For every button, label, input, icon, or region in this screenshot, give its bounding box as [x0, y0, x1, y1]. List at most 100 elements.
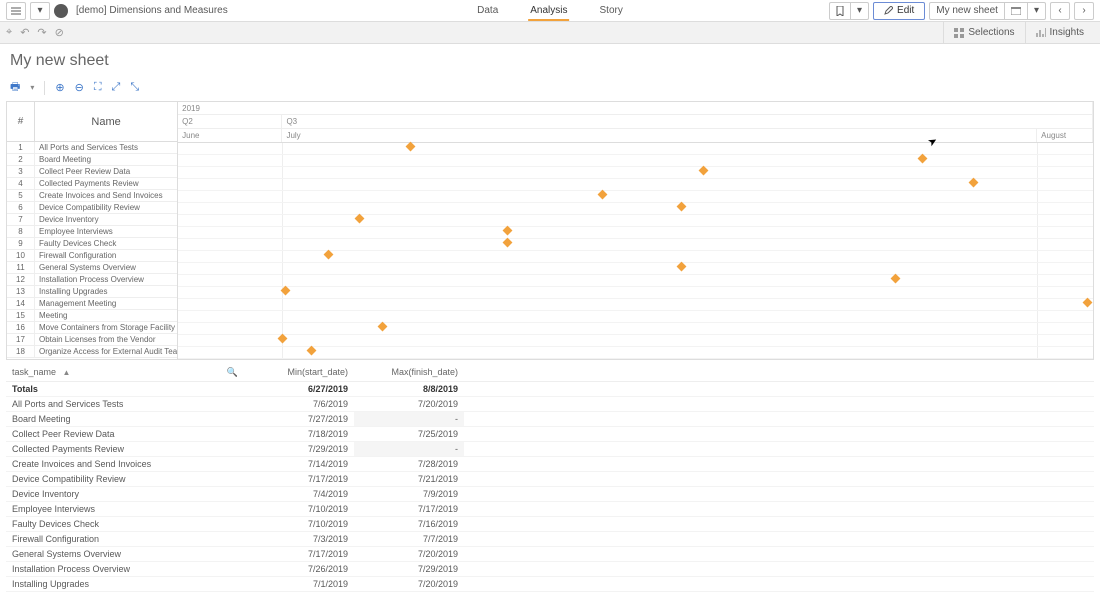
- next-sheet-button[interactable]: ›: [1074, 2, 1094, 20]
- gantt-marker[interactable]: [378, 322, 388, 332]
- gantt-body-row[interactable]: [178, 203, 1093, 215]
- zoom-out-icon[interactable]: ⊖: [75, 81, 84, 94]
- nav-data[interactable]: Data: [475, 1, 500, 21]
- gantt-row[interactable]: 7Device Inventory: [7, 214, 177, 226]
- prev-sheet-button[interactable]: ‹: [1050, 2, 1070, 20]
- table-row[interactable]: Firewall Configuration7/3/20197/7/2019: [6, 531, 1094, 546]
- gantt-row[interactable]: 8Employee Interviews: [7, 226, 177, 238]
- gantt-body-row[interactable]: [178, 251, 1093, 263]
- gantt-body-row[interactable]: [178, 263, 1093, 275]
- gantt-body-row[interactable]: [178, 167, 1093, 179]
- gantt-row[interactable]: 2Board Meeting: [7, 154, 177, 166]
- gantt-marker[interactable]: [1082, 298, 1092, 308]
- table-row[interactable]: Board Meeting7/27/2019-: [6, 411, 1094, 426]
- col-min-header[interactable]: Min(start_date): [244, 364, 354, 382]
- gantt-body-row[interactable]: [178, 299, 1093, 311]
- table-row[interactable]: Collected Payments Review7/29/2019-: [6, 441, 1094, 456]
- gantt-marker[interactable]: [890, 274, 900, 284]
- table-row[interactable]: Create Invoices and Send Invoices7/14/20…: [6, 456, 1094, 471]
- table-row[interactable]: General Systems Overview7/17/20197/20/20…: [6, 546, 1094, 561]
- table-row[interactable]: Device Inventory7/4/20197/9/2019: [6, 486, 1094, 501]
- gantt-body-row[interactable]: [178, 347, 1093, 359]
- nav-analysis[interactable]: Analysis: [528, 1, 569, 21]
- col-task-header[interactable]: task_name ▲ 🔍: [6, 364, 244, 382]
- expand-icon[interactable]: ⤢: [112, 81, 121, 94]
- gantt-row[interactable]: 5Create Invoices and Send Invoices: [7, 190, 177, 202]
- table-row[interactable]: Collect Peer Review Data7/18/20197/25/20…: [6, 426, 1094, 441]
- print-dropdown-icon[interactable]: ▾: [30, 83, 34, 92]
- gantt-body-row[interactable]: [178, 179, 1093, 191]
- gantt-marker[interactable]: [698, 166, 708, 176]
- gantt-row[interactable]: 14Management Meeting: [7, 298, 177, 310]
- gantt-body-row[interactable]: [178, 215, 1093, 227]
- gantt-row[interactable]: 9Faulty Devices Check: [7, 238, 177, 250]
- gantt-timeline[interactable]: 2019 Q2Q3 JuneJulyAugust ➤: [178, 102, 1093, 359]
- gantt-row-name: Employee Interviews: [35, 226, 177, 237]
- table-row[interactable]: Employee Interviews7/10/20197/17/2019: [6, 501, 1094, 516]
- gantt-body-row[interactable]: [178, 239, 1093, 251]
- gantt-row[interactable]: 6Device Compatibility Review: [7, 202, 177, 214]
- gantt-marker[interactable]: [502, 226, 512, 236]
- nav-menu-button[interactable]: [6, 2, 26, 20]
- gantt-marker[interactable]: [676, 202, 686, 212]
- table-row[interactable]: All Ports and Services Tests7/6/20197/20…: [6, 396, 1094, 411]
- table-row[interactable]: Faulty Devices Check7/10/20197/16/2019: [6, 516, 1094, 531]
- gantt-marker[interactable]: [277, 334, 287, 344]
- gantt-marker[interactable]: [598, 190, 608, 200]
- print-icon[interactable]: 🖶: [10, 78, 20, 97]
- gantt-body-row[interactable]: [178, 335, 1093, 347]
- gantt-row[interactable]: 12Installation Process Overview: [7, 274, 177, 286]
- gantt-marker[interactable]: [405, 142, 415, 152]
- table-row[interactable]: Device Compatibility Review7/17/20197/21…: [6, 471, 1094, 486]
- gantt-body-row[interactable]: [178, 275, 1093, 287]
- step-back-icon[interactable]: ↶: [20, 26, 29, 39]
- edit-button[interactable]: Edit: [873, 2, 925, 20]
- gantt-row[interactable]: 11General Systems Overview: [7, 262, 177, 274]
- clear-selections-icon[interactable]: ⊘: [55, 26, 64, 39]
- fullscreen-icon[interactable]: ⛶: [94, 81, 102, 94]
- gantt-row[interactable]: 1All Ports and Services Tests: [7, 142, 177, 154]
- gantt-body-row[interactable]: [178, 155, 1093, 167]
- table-row[interactable]: Installing Upgrades7/1/20197/20/2019: [6, 576, 1094, 591]
- gantt-body-row[interactable]: [178, 323, 1093, 335]
- gantt-marker[interactable]: [281, 286, 291, 296]
- step-forward-icon[interactable]: ↷: [37, 26, 46, 39]
- gantt-marker[interactable]: [502, 238, 512, 248]
- gantt-marker[interactable]: [969, 178, 979, 188]
- smart-search-icon[interactable]: ⌖: [6, 26, 12, 39]
- sheet-name-label[interactable]: My new sheet: [930, 3, 1004, 19]
- gantt-body-row[interactable]: [178, 287, 1093, 299]
- gantt-row[interactable]: 13Installing Upgrades: [7, 286, 177, 298]
- gantt-marker[interactable]: [307, 346, 317, 356]
- gantt-row-name: Collect Peer Review Data: [35, 166, 177, 177]
- bookmark-dropdown[interactable]: ▾: [850, 3, 868, 19]
- gantt-row[interactable]: 15Meeting: [7, 310, 177, 322]
- gantt-row[interactable]: 3Collect Peer Review Data: [7, 166, 177, 178]
- gantt-row[interactable]: 10Firewall Configuration: [7, 250, 177, 262]
- gantt-name-header[interactable]: Name: [35, 102, 177, 141]
- gantt-marker[interactable]: [323, 250, 333, 260]
- nav-dropdown-button[interactable]: ▾: [30, 2, 50, 20]
- gantt-row[interactable]: 4Collected Payments Review: [7, 178, 177, 190]
- gantt-row[interactable]: 17Obtain Licenses from the Vendor: [7, 334, 177, 346]
- nav-story[interactable]: Story: [598, 1, 625, 21]
- gantt-body-row[interactable]: [178, 227, 1093, 239]
- gantt-marker[interactable]: [676, 262, 686, 272]
- table-row[interactable]: Installation Process Overview7/26/20197/…: [6, 561, 1094, 576]
- gantt-row[interactable]: 16Move Containers from Storage Facility: [7, 322, 177, 334]
- gantt-body-row[interactable]: [178, 143, 1093, 155]
- bookmark-button[interactable]: [830, 3, 850, 19]
- insights-button[interactable]: Insights: [1025, 22, 1094, 44]
- zoom-in-icon[interactable]: ⊕: [55, 81, 64, 94]
- sheet-icon[interactable]: [1004, 3, 1027, 19]
- search-icon[interactable]: 🔍: [227, 367, 238, 378]
- gantt-body-row[interactable]: [178, 311, 1093, 323]
- gantt-body-row[interactable]: [178, 191, 1093, 203]
- gantt-marker[interactable]: [354, 214, 364, 224]
- gantt-marker[interactable]: [918, 154, 928, 164]
- selections-button[interactable]: Selections: [943, 22, 1024, 44]
- gantt-row[interactable]: 18Organize Access for External Audit Tea: [7, 346, 177, 358]
- sheet-dropdown[interactable]: ▾: [1027, 3, 1045, 19]
- col-max-header[interactable]: Max(finish_date): [354, 364, 464, 382]
- collapse-icon[interactable]: ⤡: [130, 81, 139, 94]
